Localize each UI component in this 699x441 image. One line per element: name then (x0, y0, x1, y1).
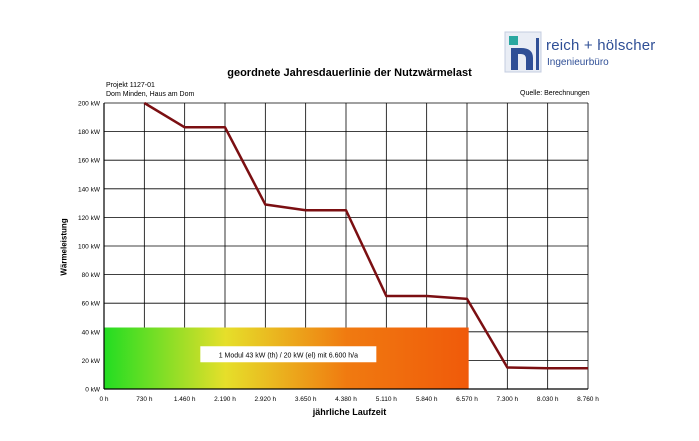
y-tick-label: 20 kW (82, 358, 101, 365)
y-axis-label: Wärmeleistung (59, 218, 69, 276)
x-tick-label: 8.760 h (577, 396, 599, 403)
chart-axes (103, 103, 588, 390)
y-tick-label: 180 kW (78, 129, 101, 136)
x-tick-label: 8.030 h (537, 396, 559, 403)
chart-title: geordnete Jahresdauerlinie der Nutzwärme… (227, 67, 472, 79)
annotation-label: 1 Modul 43 kW (th) / 20 kW (el) mit 6.60… (219, 352, 358, 359)
x-tick-label: 730 h (136, 396, 153, 403)
y-tick-label: 40 kW (82, 329, 101, 336)
logo-subtitle: Ingenieurbüro (547, 57, 609, 68)
project-number: Projekt 1127-01 (106, 82, 155, 89)
x-tick-label: 6.570 h (456, 396, 478, 403)
x-tick-label: 7.300 h (496, 396, 518, 403)
x-axis-label: jährliche Laufzeit (312, 407, 387, 417)
project-info: Projekt 1127-01 Dom Minden, Haus am Dom (106, 81, 194, 99)
x-tick-label: 5.110 h (376, 396, 398, 403)
company-logo: reich + hölscher Ingenieurbüro (503, 30, 693, 74)
series-line (143, 101, 588, 370)
series-group (143, 101, 589, 370)
annotation-group: 1 Modul 43 kW (th) / 20 kW (el) mit 6.60… (104, 327, 469, 389)
y-tick-label: 80 kW (82, 272, 101, 279)
y-tick-label: 100 kW (78, 244, 101, 251)
x-tick-label: 1.460 h (174, 396, 196, 403)
x-tick-label: 2.920 h (254, 396, 276, 403)
x-tick-label: 3.650 h (295, 396, 317, 403)
x-tick-label: 5.840 h (416, 396, 438, 403)
tick-labels: 0 h 730 h 1.460 h 2.190 h 2.920 h 3.650 h 4.38… (78, 101, 599, 404)
x-tick-label: 2.190 h (214, 396, 236, 403)
y-tick-label: 140 kW (78, 186, 101, 193)
x-tick-label: 0 h (99, 396, 108, 403)
x-tick-label: 4.380 h (335, 396, 357, 403)
y-tick-label: 160 kW (78, 158, 101, 165)
logo-mark-icon (504, 31, 542, 73)
y-tick-label: 200 kW (78, 101, 101, 108)
y-tick-label: 0 kW (85, 387, 101, 394)
logo-brand-name: reich + hölscher (546, 37, 656, 54)
project-location: Dom Minden, Haus am Dom (106, 91, 195, 98)
annotation-label-background (200, 346, 377, 363)
source-note: Quelle: Berechnungen (520, 90, 590, 97)
y-tick-label: 120 kW (78, 215, 101, 222)
y-tick-label: 60 kW (82, 301, 101, 308)
